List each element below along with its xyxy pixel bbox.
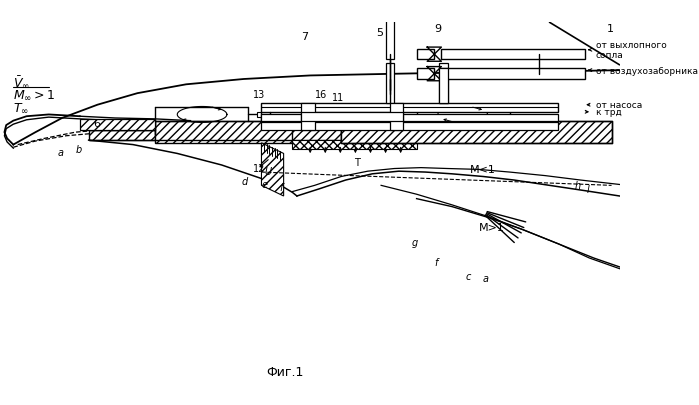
Bar bbox=[80, 119, 155, 130]
Text: h: h bbox=[575, 181, 580, 191]
Text: g: g bbox=[412, 237, 419, 247]
Text: f: f bbox=[434, 258, 438, 268]
Text: M<1: M<1 bbox=[470, 165, 496, 175]
Text: b: b bbox=[75, 145, 82, 155]
Bar bbox=[261, 104, 559, 113]
Bar bbox=[386, 64, 394, 104]
Bar bbox=[301, 104, 315, 130]
Text: 16: 16 bbox=[315, 90, 327, 100]
Bar bbox=[292, 141, 417, 149]
Bar bbox=[390, 104, 403, 130]
Bar bbox=[439, 64, 447, 104]
Bar bbox=[257, 113, 271, 118]
Text: a: a bbox=[483, 273, 489, 283]
Bar bbox=[341, 122, 612, 143]
Text: 11: 11 bbox=[332, 92, 345, 102]
Text: $\bar{V}_\infty$: $\bar{V}_\infty$ bbox=[13, 74, 30, 90]
Text: 5: 5 bbox=[377, 28, 384, 38]
Bar bbox=[386, 17, 394, 60]
Bar bbox=[417, 50, 434, 60]
Text: от воздухозаборника: от воздухозаборника bbox=[596, 66, 698, 75]
Text: $M_\infty>1$: $M_\infty>1$ bbox=[13, 88, 56, 101]
Text: f: f bbox=[279, 183, 282, 193]
Text: a: a bbox=[57, 147, 64, 157]
Text: к трд: к трд bbox=[596, 108, 621, 117]
Text: 12: 12 bbox=[252, 163, 265, 173]
Polygon shape bbox=[261, 143, 284, 196]
Text: T: T bbox=[354, 158, 361, 168]
Bar bbox=[441, 50, 585, 60]
Text: M>1: M>1 bbox=[479, 222, 505, 232]
Text: c: c bbox=[466, 271, 470, 281]
Bar bbox=[441, 69, 585, 80]
Text: 6: 6 bbox=[93, 119, 100, 129]
Text: 1: 1 bbox=[606, 23, 613, 34]
Text: 9: 9 bbox=[434, 23, 442, 34]
Text: $T_\infty$: $T_\infty$ bbox=[13, 102, 29, 115]
Bar bbox=[261, 114, 559, 122]
Bar bbox=[155, 122, 341, 143]
Text: d: d bbox=[241, 177, 247, 186]
Bar bbox=[261, 123, 559, 130]
Bar bbox=[439, 69, 447, 104]
Text: Фиг.1: Фиг.1 bbox=[266, 365, 303, 378]
Bar bbox=[417, 69, 434, 80]
Text: от выхлопного
сопла: от выхлопного сопла bbox=[596, 41, 666, 60]
Text: l: l bbox=[586, 184, 589, 194]
Bar bbox=[301, 113, 403, 121]
Text: U: U bbox=[264, 167, 271, 177]
Text: e: e bbox=[261, 179, 268, 189]
Text: от насоса: от насоса bbox=[596, 101, 642, 110]
Text: 13: 13 bbox=[252, 90, 265, 100]
Text: 7: 7 bbox=[301, 32, 308, 43]
Bar bbox=[89, 130, 155, 141]
